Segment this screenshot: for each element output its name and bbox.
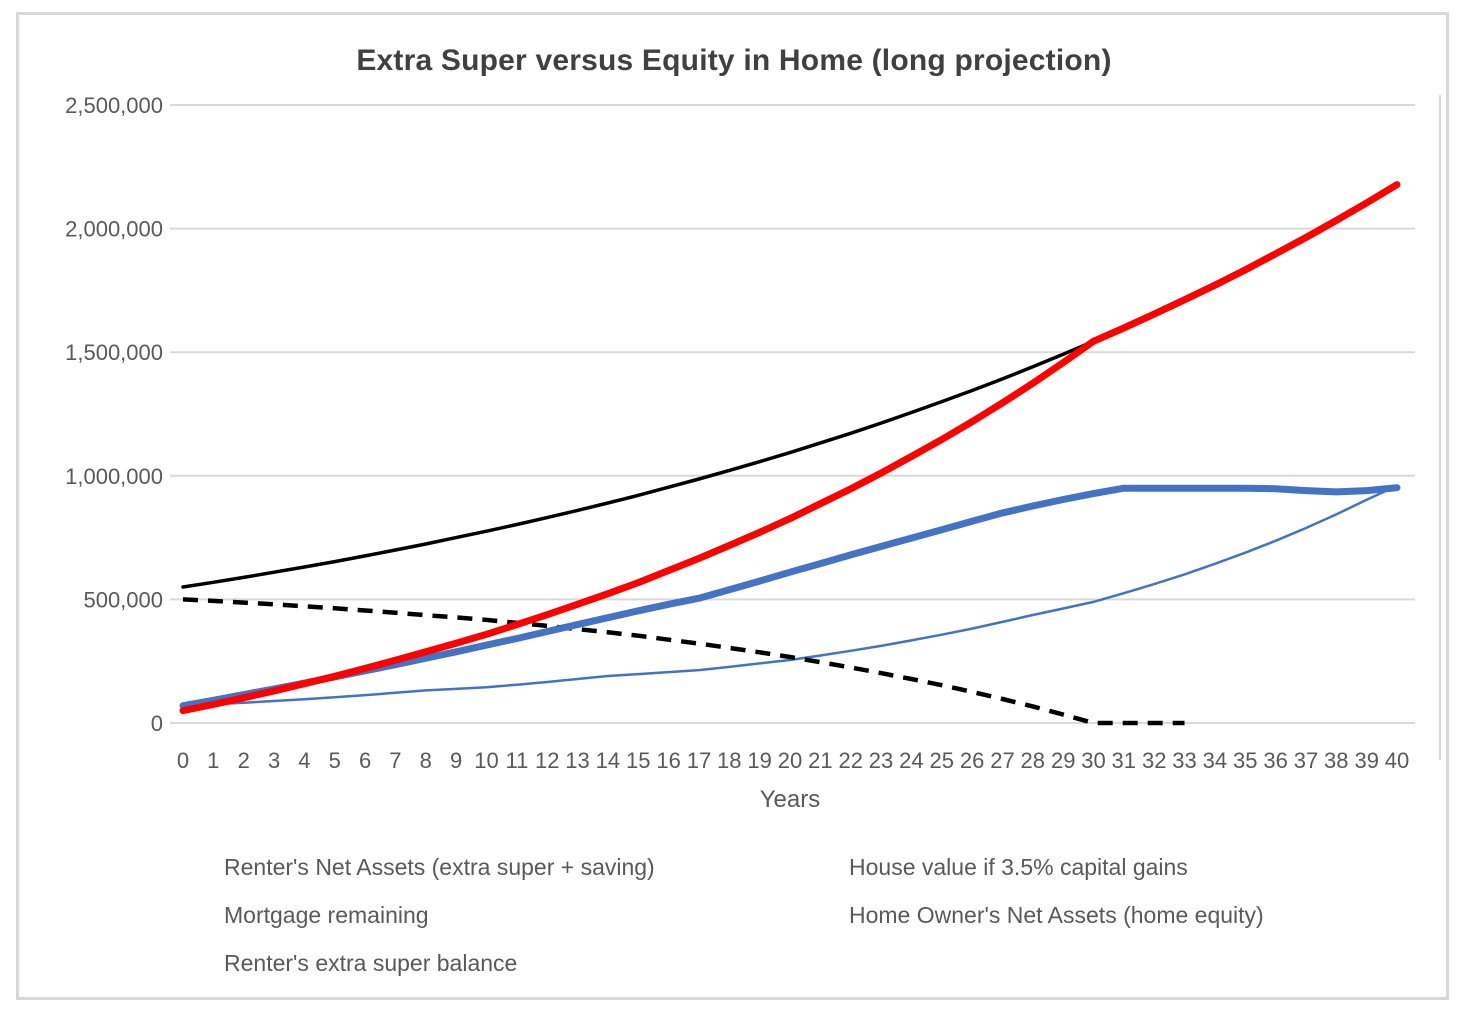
series-renters-net-assets — [179, 484, 1401, 710]
legend-label: House value if 3.5% capital gains — [849, 853, 1188, 880]
x-tick-label: 32 — [1142, 748, 1166, 773]
x-tick-label: 40 — [1385, 748, 1409, 773]
x-tick-label: 33 — [1172, 748, 1196, 773]
x-tick-label: 8 — [420, 748, 432, 773]
x-tick-label: 39 — [1354, 748, 1378, 773]
series-house-value — [181, 182, 1399, 589]
x-tick-label: 35 — [1233, 748, 1257, 773]
x-tick-label: 13 — [565, 748, 589, 773]
legend-item-house-value: House value if 3.5% capital gains — [760, 850, 1188, 884]
x-tick-label: 27 — [990, 748, 1014, 773]
series-mortgage-remaining — [182, 597, 1185, 726]
x-tick-label: 38 — [1324, 748, 1348, 773]
x-tick-label: 21 — [808, 748, 832, 773]
y-tick-label: 0 — [151, 711, 163, 736]
x-tick-label: 34 — [1203, 748, 1227, 773]
x-tick-label: 1 — [207, 748, 219, 773]
legend-item-home-owners-net-assets: Home Owner's Net Assets (home equity) — [760, 898, 1264, 932]
legend-swatch-black-line — [760, 866, 840, 869]
legend-item-renters-net-assets: Renter's Net Assets (extra super + savin… — [135, 850, 655, 884]
x-axis-title: Years — [759, 786, 821, 813]
x-tick-label: 4 — [298, 748, 310, 773]
x-tick-label: 14 — [596, 748, 620, 773]
x-tick-label: 30 — [1081, 748, 1105, 773]
x-tick-label: 9 — [450, 748, 462, 773]
x-tick-label: 7 — [389, 748, 401, 773]
x-tick-label: 25 — [930, 748, 954, 773]
legend-swatch-thick-red-line — [760, 912, 840, 919]
x-tick-label: 6 — [359, 748, 371, 773]
legend-item-renters-extra-super: Renter's extra super balance — [135, 946, 517, 980]
legend-label: Renter's extra super balance — [224, 949, 518, 976]
x-tick-label: 19 — [747, 748, 771, 773]
x-tick-label: 20 — [778, 748, 802, 773]
x-tick-label: 2 — [238, 748, 250, 773]
legend-item-mortgage-remaining: Mortgage remaining — [135, 898, 429, 932]
legend-label: Renter's Net Assets (extra super + savin… — [224, 853, 655, 880]
x-tick-label: 17 — [687, 748, 711, 773]
x-tick-label: 23 — [869, 748, 893, 773]
legend-swatch-thin-blue-line — [135, 962, 215, 965]
x-tick-label: 36 — [1263, 748, 1287, 773]
legend-swatch-thick-blue-line — [135, 864, 215, 871]
y-tick-label: 1,000,000 — [65, 464, 163, 489]
x-tick-label: 0 — [177, 748, 189, 773]
y-tick-label: 500,000 — [83, 587, 163, 612]
x-tick-label: 15 — [626, 748, 650, 773]
x-tick-label: 29 — [1051, 748, 1075, 773]
x-tick-label: 24 — [899, 748, 923, 773]
series-renters-extra-super — [181, 484, 1399, 707]
x-tick-label: 10 — [474, 748, 498, 773]
legend-label: Home Owner's Net Assets (home equity) — [849, 901, 1264, 928]
x-tick-label: 26 — [960, 748, 984, 773]
y-tick-label: 2,500,000 — [65, 93, 163, 118]
x-tick-label: 11 — [505, 748, 528, 773]
x-tick-label: 31 — [1112, 748, 1136, 773]
chart-frame — [16, 12, 1449, 1000]
x-tick-label: 5 — [329, 748, 341, 773]
x-tick-label: 16 — [656, 748, 680, 773]
x-tick-label: 22 — [838, 748, 862, 773]
chart-title: Extra Super versus Equity in Home (long … — [356, 44, 1112, 77]
x-tick-label: 12 — [535, 748, 559, 773]
y-tick-label: 1,500,000 — [65, 340, 163, 365]
legend-label: Mortgage remaining — [224, 901, 429, 928]
legend-swatch-dashed-black-line — [135, 913, 215, 918]
x-tick-label: 37 — [1294, 748, 1318, 773]
y-tick-label: 2,000,000 — [65, 217, 163, 242]
x-tick-label: 18 — [717, 748, 741, 773]
series-home-owners-net-assets — [179, 181, 1401, 715]
x-tick-label: 28 — [1021, 748, 1045, 773]
x-tick-label: 3 — [268, 748, 280, 773]
